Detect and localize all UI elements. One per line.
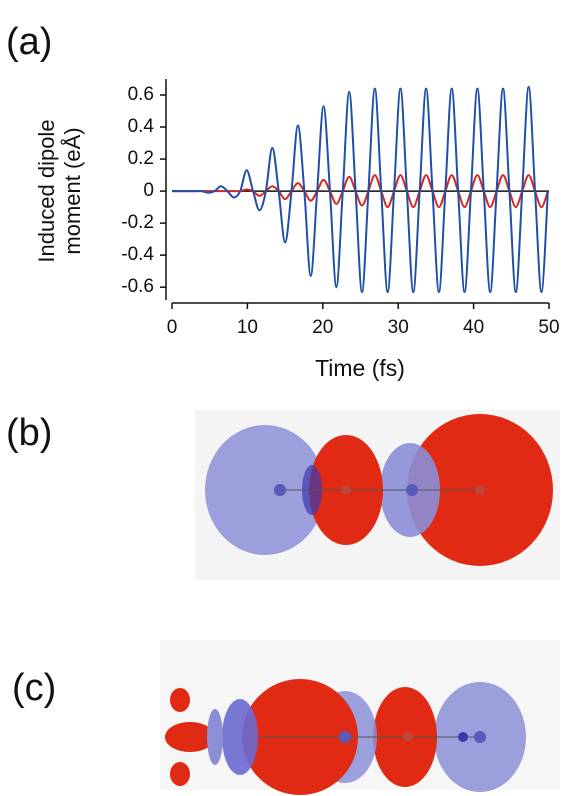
y-tick-label: -0.6 bbox=[121, 276, 154, 297]
panel-label: (c) bbox=[12, 667, 56, 709]
data-line bbox=[172, 86, 549, 293]
x-axis-label: Time (fs) bbox=[315, 355, 405, 381]
y-tick-label: -0.2 bbox=[121, 212, 154, 233]
y-axis-label-line: Induced dipole bbox=[34, 119, 59, 262]
x-tick-label: 50 bbox=[538, 317, 559, 338]
y-tick-label: 0.4 bbox=[128, 116, 155, 137]
y-axis-label: Induced dipole moment (eÅ) bbox=[34, 119, 85, 262]
x-tick-label: 30 bbox=[388, 317, 409, 338]
isosurface-c bbox=[160, 640, 560, 795]
y-tick-label: 0 bbox=[143, 180, 154, 201]
y-tick-label: -0.4 bbox=[121, 244, 154, 265]
x-tick-label: 0 bbox=[167, 317, 178, 338]
y-axis-label-line: moment (eÅ) bbox=[60, 127, 85, 254]
panel-label: (b) bbox=[6, 412, 52, 454]
isosurface-b bbox=[195, 410, 560, 580]
x-tick-label: 10 bbox=[237, 317, 258, 338]
x-tick-label: 20 bbox=[312, 317, 333, 338]
panel-label: (a) bbox=[6, 21, 52, 63]
y-tick-label: 0.2 bbox=[128, 148, 154, 169]
x-tick-label: 40 bbox=[463, 317, 484, 338]
y-tick-label: 0.6 bbox=[128, 84, 154, 105]
